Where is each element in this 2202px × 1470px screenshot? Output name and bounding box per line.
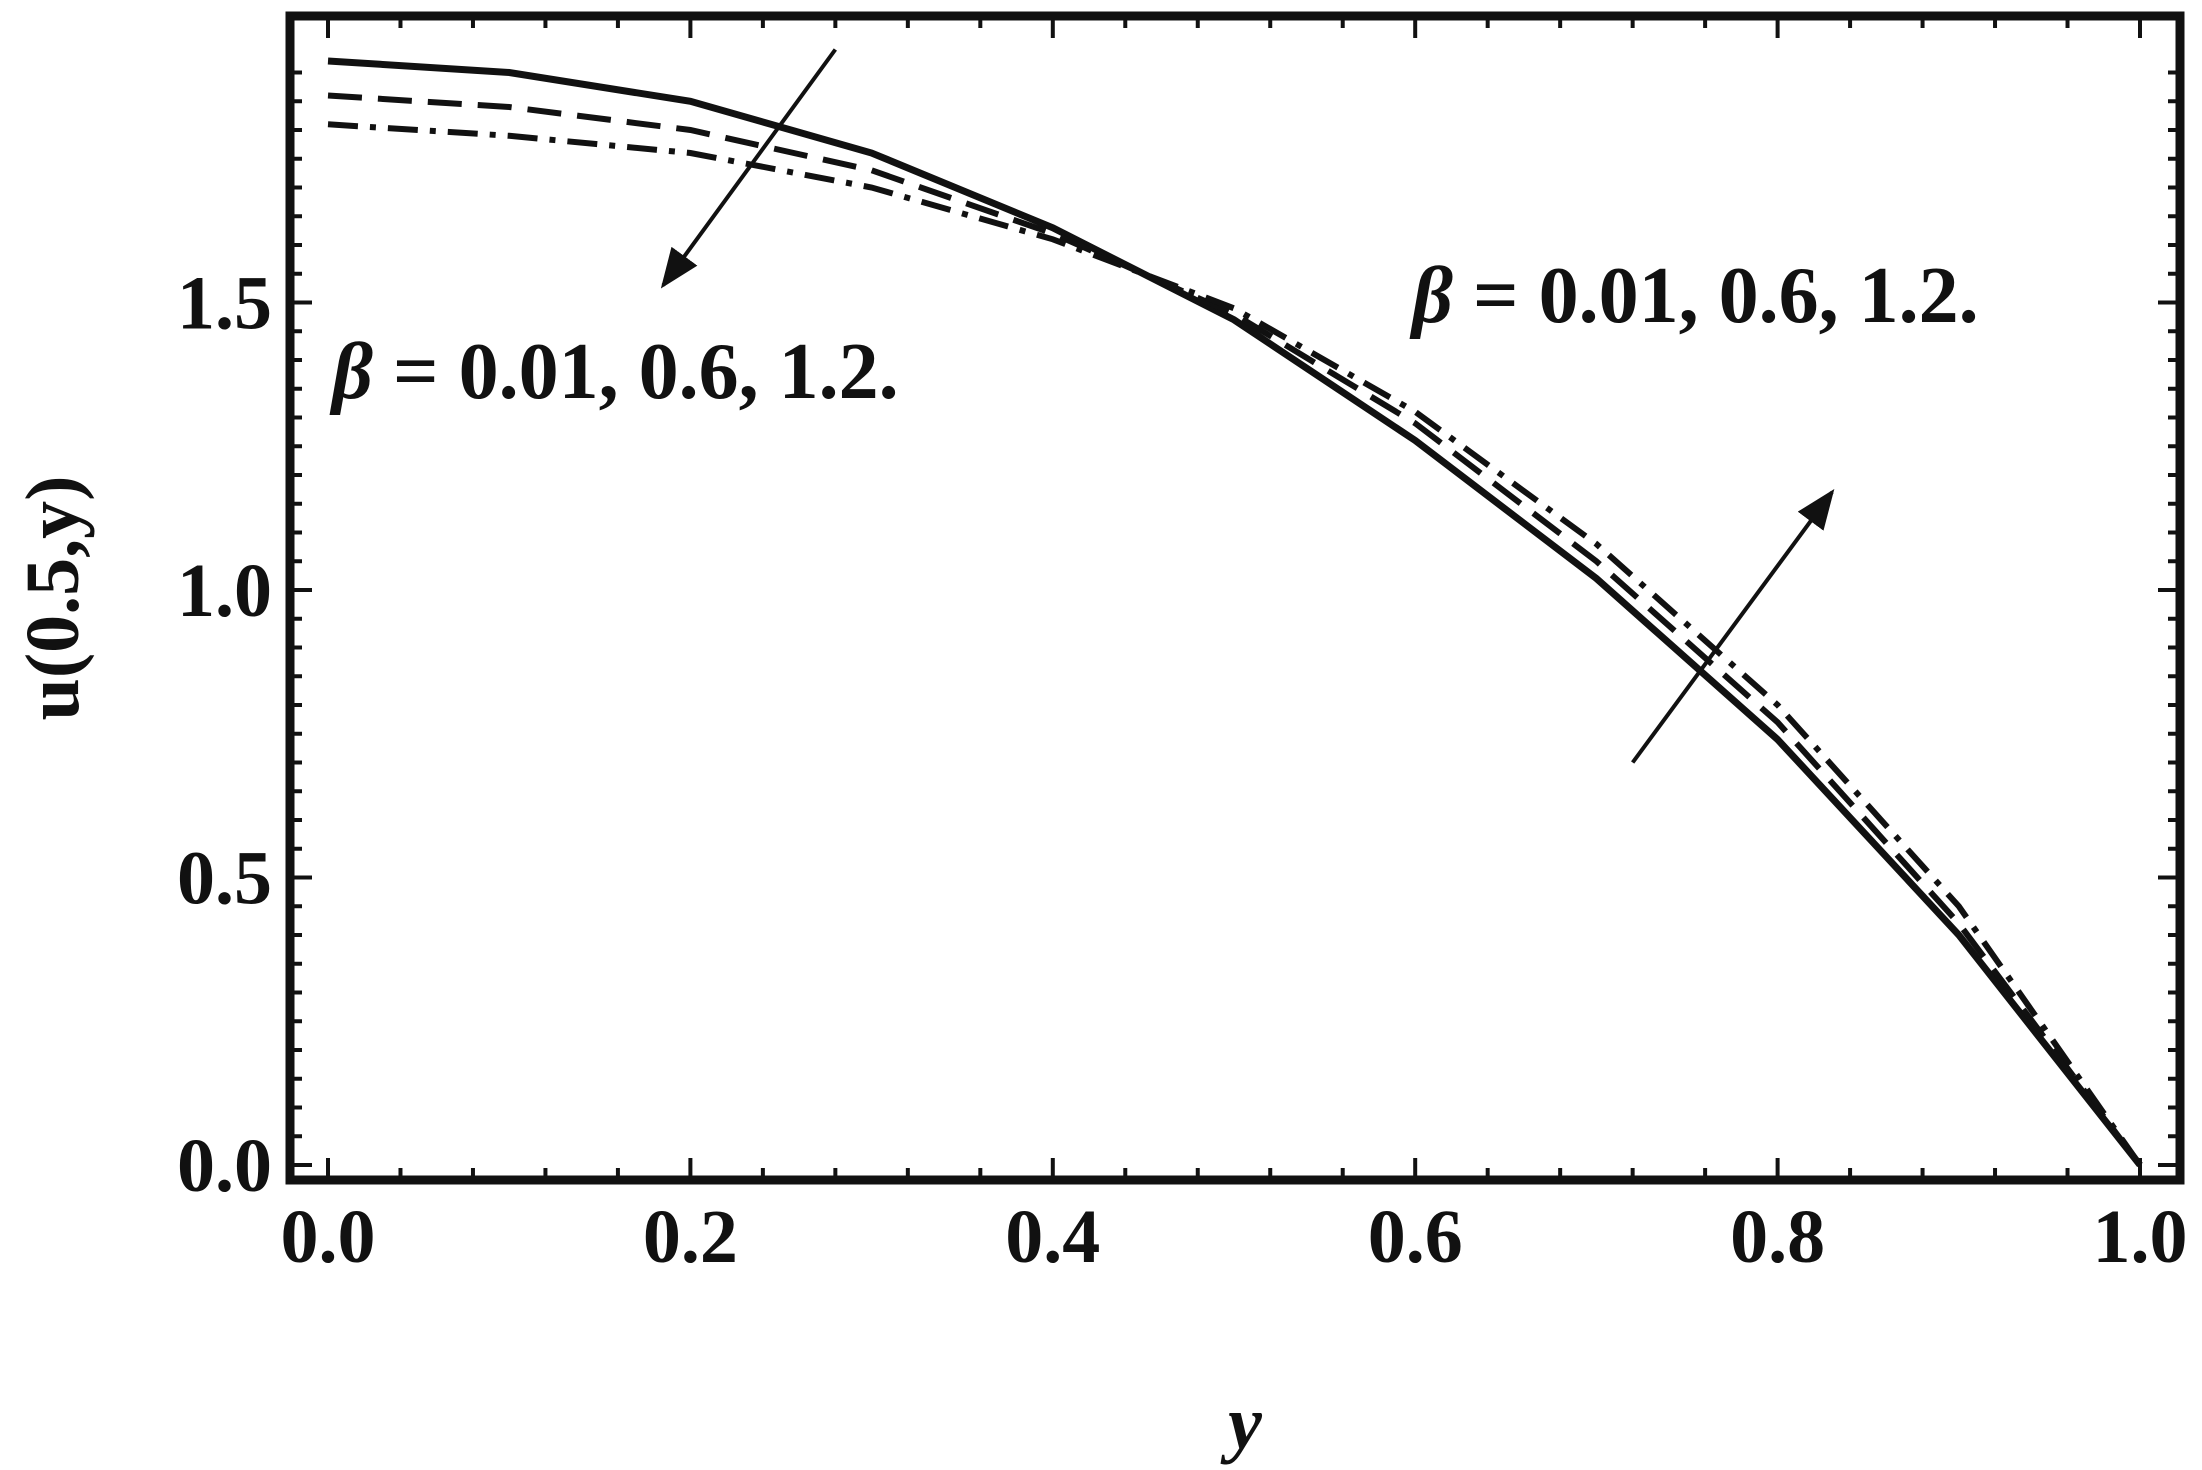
x-tick-label: 0.0 (281, 1195, 376, 1279)
y-axis-title: u(0.5,y) (11, 476, 95, 721)
y-tick-label: 0.0 (177, 1124, 272, 1208)
x-axis-title: y (1220, 1381, 1262, 1465)
series-line-1 (327, 57, 2143, 1168)
annotation-upper-left: β = 0.01, 0.6, 1.2. (329, 328, 899, 416)
arrow-group (660, 48, 1835, 764)
y-tick-label: 1.5 (177, 262, 272, 346)
series-line-3 (327, 121, 2143, 1167)
plot-frame (285, 11, 2185, 1185)
x-tick-label: 0.8 (1730, 1195, 1825, 1279)
annotation-beta-symbol: β (329, 328, 373, 416)
y-tick-label: 1.0 (177, 549, 272, 633)
x-tick-label: 0.4 (1005, 1195, 1100, 1279)
annotation-arrow-1 (660, 48, 837, 289)
annotation-beta-symbol: β (1409, 252, 1453, 340)
series-line-2 (327, 92, 2143, 1167)
ticks-group (290, 16, 2180, 1180)
annotation-right: β = 0.01, 0.6, 1.2. (1409, 252, 1979, 340)
x-tick-label: 1.0 (2093, 1195, 2188, 1279)
annotation-values: = 0.01, 0.6, 1.2. (373, 328, 899, 416)
x-tick-label: 0.6 (1368, 1195, 1463, 1279)
annotation-values: = 0.01, 0.6, 1.2. (1453, 252, 1979, 340)
series-group (327, 57, 2143, 1168)
annotation-arrow-2 (1631, 489, 1835, 764)
tick-labels: 0.0 0.2 0.4 0.6 0.8 1.0 0.0 0.5 1.0 1.5 (177, 262, 2188, 1280)
y-tick-label: 0.5 (177, 837, 272, 921)
x-tick-label: 0.2 (643, 1195, 738, 1279)
